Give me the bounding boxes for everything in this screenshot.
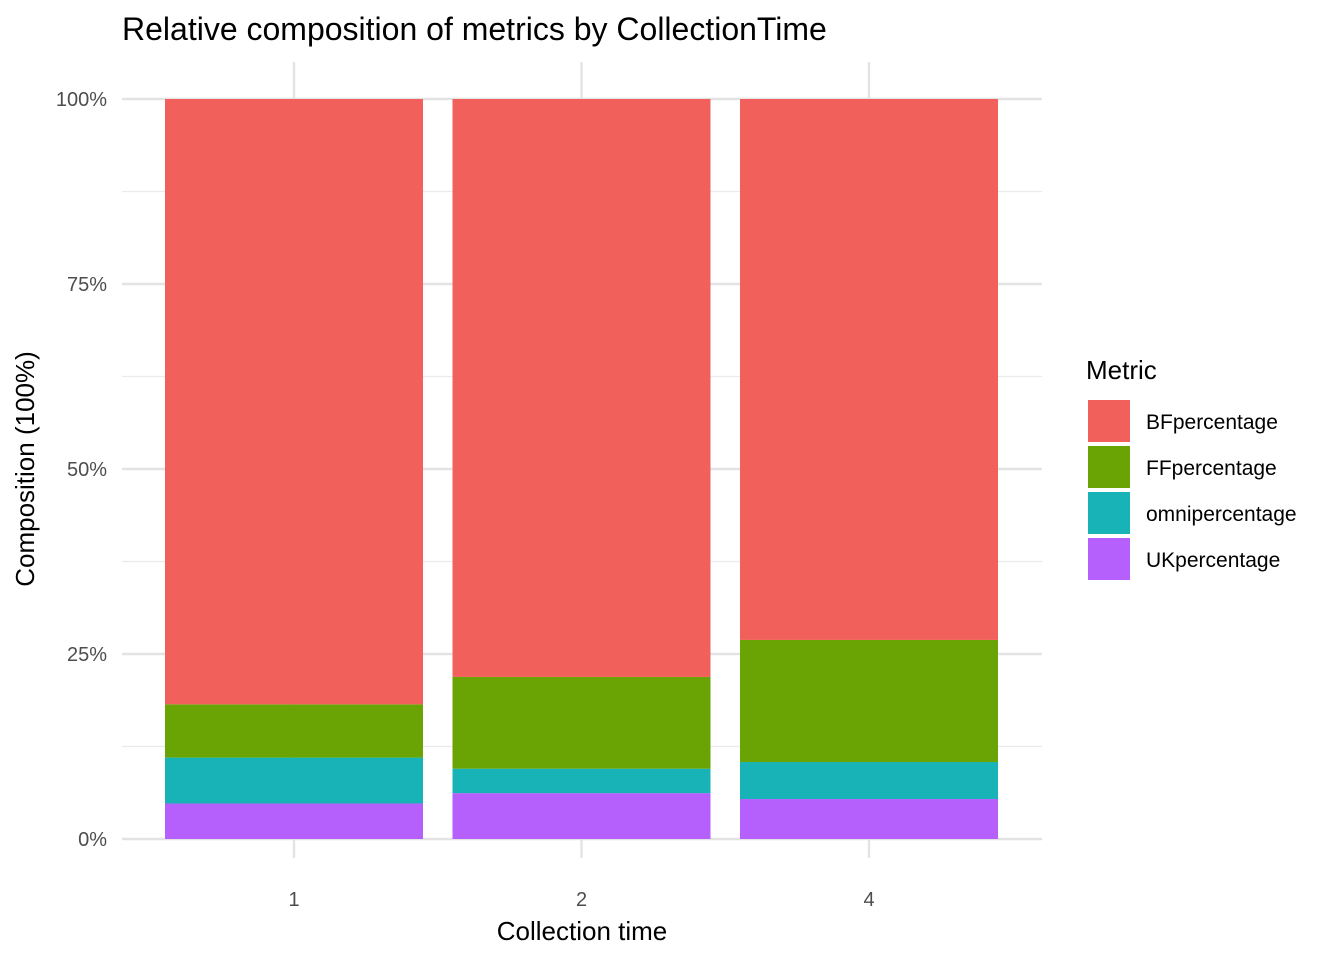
y-axis: 0% 25% 50% 75% 100% (56, 89, 107, 851)
legend-label-BFpercentage: BFpercentage (1146, 411, 1278, 434)
y-tick-label: 100% (56, 89, 107, 111)
bar-segment-BFpercentage-4 (740, 99, 998, 640)
bar-segment-UKpercentage-1 (165, 803, 423, 839)
legend-title: Metric (1086, 355, 1157, 385)
legend-label-FFpercentage: FFpercentage (1146, 457, 1277, 480)
chart-title: Relative composition of metrics by Colle… (122, 11, 827, 47)
bar-segment-omnipercentage-2 (452, 768, 711, 794)
legend-key-BFpercentage (1088, 400, 1130, 442)
y-tick-label: 75% (67, 274, 107, 296)
legend-key-UKpercentage (1088, 538, 1130, 580)
x-axis: 1 2 4 (288, 889, 874, 911)
legend-label-omnipercentage: omnipercentage (1146, 503, 1297, 526)
legend: Metric BFpercentage FFpercentage omniperce… (1086, 355, 1297, 580)
bar-segment-FFpercentage-1 (165, 704, 423, 758)
y-tick-label: 25% (67, 644, 107, 666)
bar-segment-UKpercentage-2 (452, 793, 711, 839)
bar-segment-omnipercentage-4 (740, 762, 998, 800)
x-tick-label: 1 (288, 889, 299, 911)
bar-segment-BFpercentage-1 (165, 99, 423, 705)
bar-segment-BFpercentage-2 (452, 99, 711, 677)
y-tick-label: 50% (67, 459, 107, 481)
bar-segment-FFpercentage-2 (452, 676, 711, 769)
y-tick-label: 0% (78, 829, 107, 851)
bar-segment-omnipercentage-1 (165, 757, 423, 804)
x-axis-title: Collection time (497, 916, 668, 946)
plot-area (165, 99, 998, 839)
bar-segment-UKpercentage-4 (740, 799, 998, 839)
legend-label-UKpercentage: UKpercentage (1146, 549, 1280, 572)
legend-key-FFpercentage (1088, 446, 1130, 488)
bar-segment-FFpercentage-4 (740, 639, 998, 763)
x-tick-label: 4 (863, 889, 874, 911)
legend-key-omnipercentage (1088, 492, 1130, 534)
x-tick-label: 2 (576, 889, 587, 911)
y-axis-title: Composition (100%) (10, 351, 40, 587)
